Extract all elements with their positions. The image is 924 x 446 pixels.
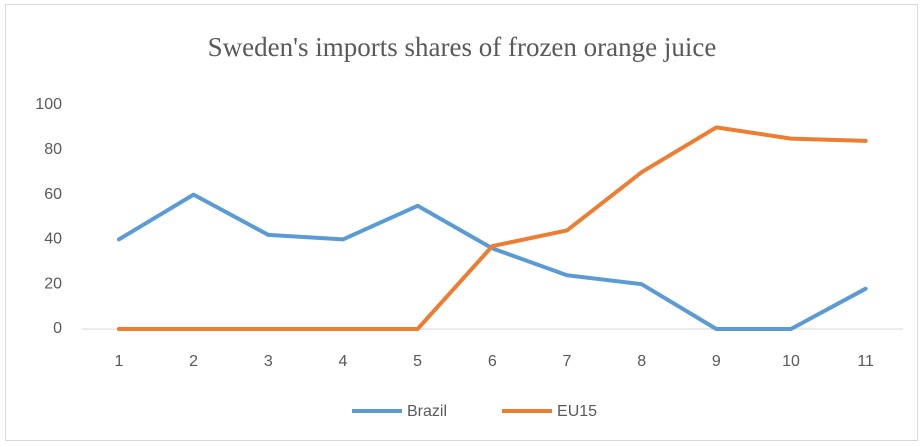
x-tick-label: 4 [339, 353, 348, 370]
x-tick-label: 7 [563, 353, 572, 370]
x-tick-label: 5 [413, 353, 422, 370]
y-tick-label: 80 [44, 141, 62, 158]
chart-title: Sweden's imports shares of frozen orange… [208, 32, 717, 62]
legend-label: EU15 [557, 403, 597, 420]
x-tick-label: 2 [189, 353, 198, 370]
x-tick-label: 8 [637, 353, 646, 370]
y-tick-label: 40 [44, 231, 62, 248]
x-tick-label: 9 [712, 353, 721, 370]
y-tick-label: 60 [44, 186, 62, 203]
x-tick-label: 3 [264, 353, 273, 370]
x-tick-label: 1 [114, 353, 123, 370]
chart-border [5, 4, 918, 441]
y-tick-label: 100 [35, 96, 62, 113]
x-tick-label: 11 [857, 353, 874, 370]
y-tick-label: 0 [53, 320, 62, 337]
y-tick-label: 20 [44, 275, 62, 292]
x-tick-label: 6 [488, 353, 497, 370]
legend-label: Brazil [407, 403, 447, 420]
x-tick-label: 10 [782, 353, 800, 370]
series-line [116, 125, 868, 331]
